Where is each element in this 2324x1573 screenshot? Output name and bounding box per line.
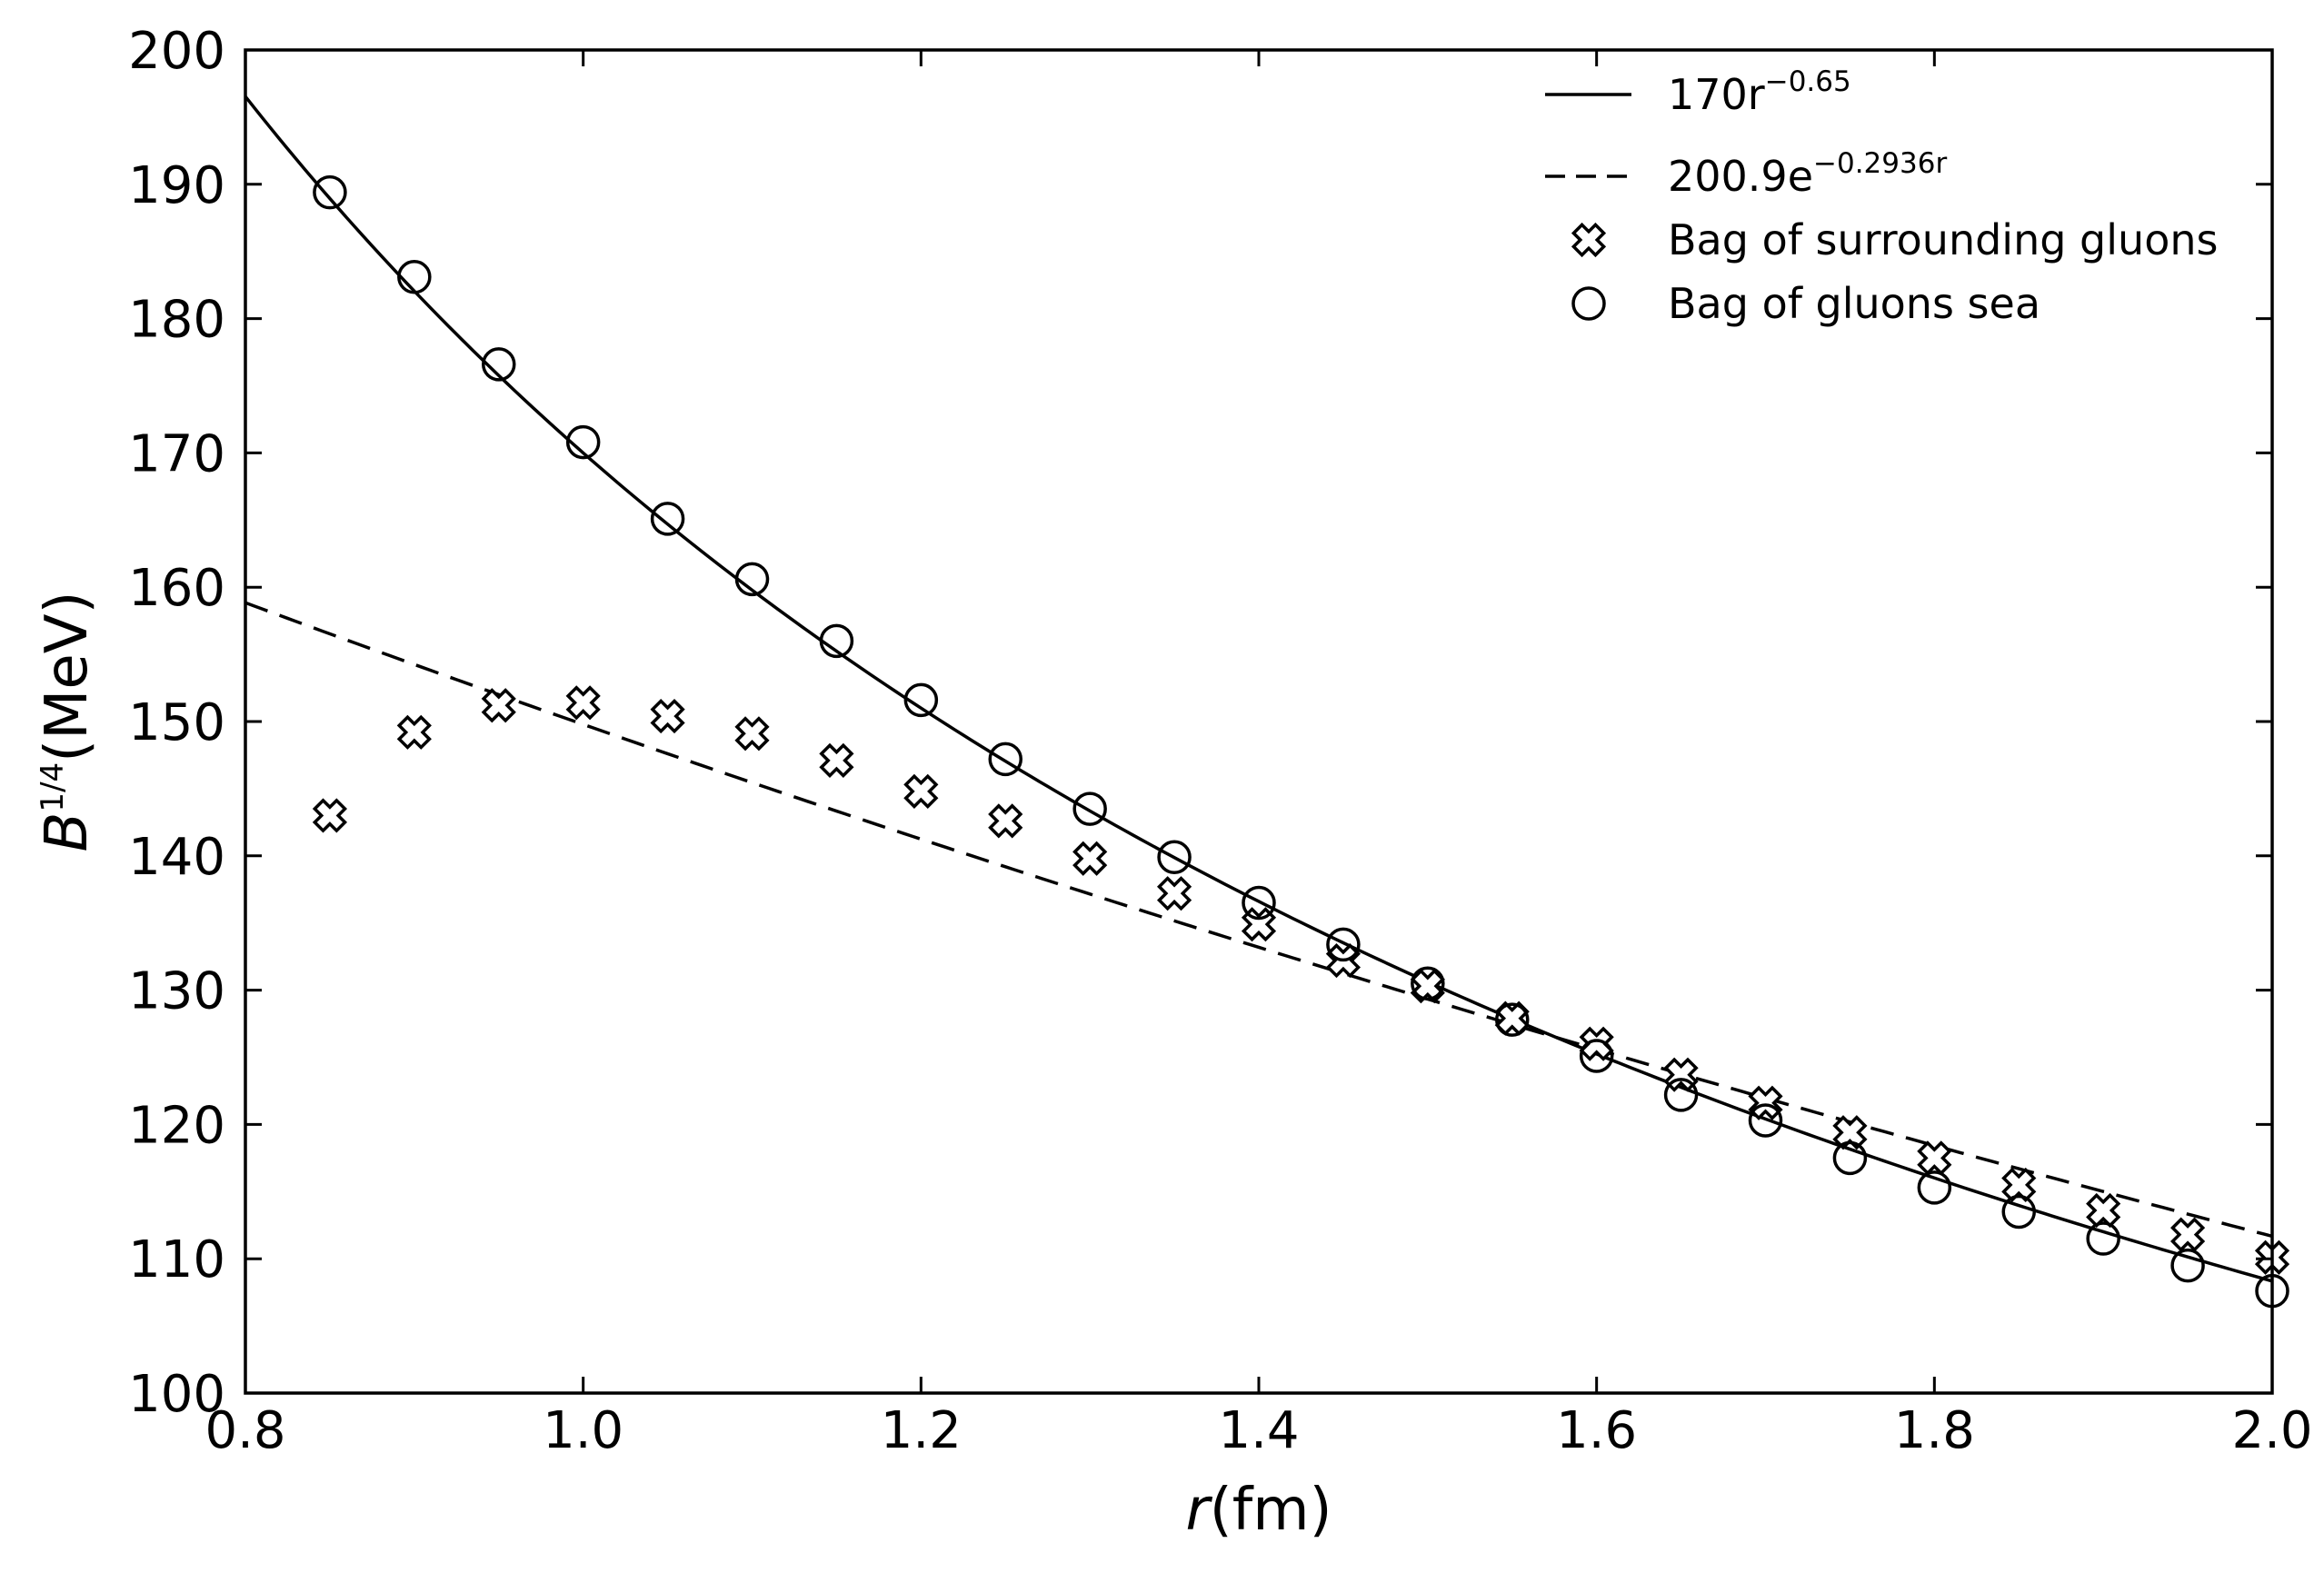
circle-marker-point <box>1917 1170 1952 1205</box>
axis-ticks: 0.8 1.0 1.2 1.4 1.6 1.8 2.0 100 110 120 130 140 150 1… <box>128 22 2312 1460</box>
x-marker-point <box>1748 1085 1783 1120</box>
y-tick-label: 200 <box>128 22 225 81</box>
circle-marker-point <box>903 682 939 718</box>
legend-circle-marker-icon <box>1571 286 1606 321</box>
y-tick-label: 140 <box>128 828 225 887</box>
x-tick-label: 0.8 <box>204 1401 285 1460</box>
legend-exp-fit-label: 200.9e−0.2936r <box>1668 147 1947 201</box>
circle-marker-point <box>397 260 432 294</box>
circle-marker-point <box>313 174 347 210</box>
legend-surrounding-gluons-label: Bag of surrounding gluons <box>1668 215 2218 264</box>
legend-power-fit-label: 170r−0.65 <box>1668 65 1851 119</box>
y-tick-label: 120 <box>128 1096 225 1155</box>
x-marker-point <box>988 803 1023 839</box>
circle-marker-point <box>1411 966 1445 1001</box>
y-tick-label: 110 <box>128 1230 225 1289</box>
circle-marker-point <box>1072 791 1107 826</box>
y-axis-label-text: B1/4(MeV) <box>34 592 101 852</box>
x-tick-label: 1.8 <box>1894 1401 1975 1460</box>
legend-x-marker-shape <box>1571 222 1607 258</box>
y-tick-label: 150 <box>128 693 225 752</box>
x-marker-point <box>2001 1167 2037 1203</box>
x-tick-label: 1.2 <box>881 1401 962 1460</box>
x-tick-label: 1.0 <box>543 1401 623 1460</box>
x-tick-label: 2.0 <box>2231 1401 2312 1460</box>
circle-marker-point <box>734 562 770 597</box>
legend: 170r−0.65 200.9e−0.2936r Bag of surround… <box>1545 65 2218 328</box>
power-fit-curve <box>244 95 2273 1283</box>
x-axis-label-unit: (fm) <box>1210 1477 1332 1544</box>
x-marker-point <box>312 798 348 833</box>
y-tick-label: 190 <box>128 156 225 215</box>
circle-marker-point <box>1832 1140 1868 1176</box>
x-axis-label-variable: r <box>1185 1477 1212 1544</box>
x-marker-point <box>1832 1115 1868 1150</box>
circle-marker-point <box>819 623 854 659</box>
fit-curves <box>244 95 2273 1283</box>
y-tick-label: 160 <box>128 559 225 618</box>
y-axis-label-variable: B <box>34 812 101 852</box>
x-marker-point <box>819 742 854 778</box>
legend-gluons-sea-label: Bag of gluons sea <box>1668 279 2040 328</box>
circle-marker-point <box>2086 1221 2120 1256</box>
x-marker-point <box>1156 876 1192 911</box>
x-marker-point <box>1072 841 1108 876</box>
x-tick-label: 1.6 <box>1556 1401 1637 1460</box>
circle-marker-point <box>2001 1194 2036 1230</box>
y-tick-label: 180 <box>128 291 225 350</box>
y-axis-label-exponent: 1/4 <box>35 762 71 812</box>
x-marker-point <box>2169 1217 2206 1252</box>
x-marker-point <box>650 698 685 734</box>
y-tick-label: 100 <box>128 1365 225 1424</box>
circle-marker-point <box>650 502 685 536</box>
circle-marker-point <box>1579 1039 1614 1073</box>
x-marker-point <box>481 688 516 723</box>
circle-marker-point <box>1326 927 1361 962</box>
circle-marker-point <box>1748 1103 1783 1138</box>
x-marker-point <box>565 685 601 721</box>
y-tick-label: 130 <box>128 962 225 1021</box>
x-marker-point <box>734 716 770 752</box>
circle-marker-point <box>565 424 601 460</box>
circle-marker-point <box>482 347 516 382</box>
x-tick-label: 1.4 <box>1218 1401 1299 1460</box>
y-tick-label: 170 <box>128 424 225 483</box>
y-axis-label-unit: (MeV) <box>34 592 101 762</box>
legend-x-marker-icon <box>1571 222 1607 258</box>
exp-fit-curve <box>244 601 2273 1239</box>
data-markers <box>312 174 2290 1309</box>
x-marker-point <box>903 773 939 809</box>
circle-marker-point <box>1242 885 1276 921</box>
x-axis-label: r(fm) <box>1185 1477 1332 1544</box>
x-marker-point <box>396 714 432 750</box>
circle-marker-point <box>2170 1248 2205 1283</box>
circle-marker-point <box>1157 840 1192 875</box>
circle-marker-point <box>1663 1078 1699 1112</box>
y-axis-label: B1/4(MeV) <box>34 592 101 852</box>
circle-marker-point <box>988 742 1022 777</box>
circle-marker-point <box>1495 1002 1530 1037</box>
